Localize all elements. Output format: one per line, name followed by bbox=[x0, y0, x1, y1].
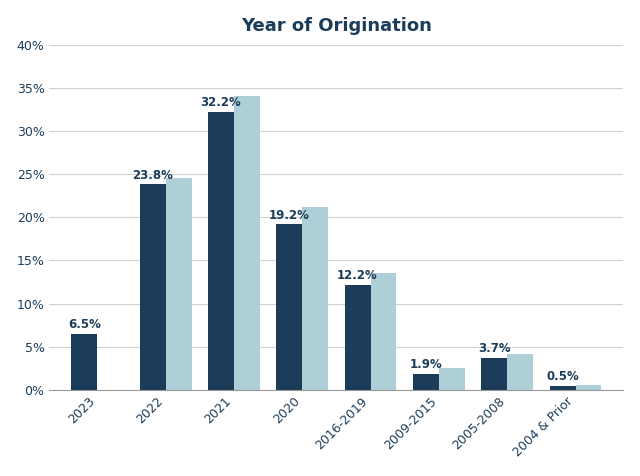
Bar bbox=[371, 273, 397, 390]
Text: 23.8%: 23.8% bbox=[132, 169, 173, 182]
Bar bbox=[234, 96, 260, 390]
Bar bbox=[302, 207, 328, 390]
Bar bbox=[166, 178, 191, 390]
Bar bbox=[276, 224, 302, 390]
Bar bbox=[140, 185, 166, 390]
Text: 19.2%: 19.2% bbox=[269, 208, 310, 222]
Text: 0.5%: 0.5% bbox=[546, 370, 579, 383]
Text: 32.2%: 32.2% bbox=[200, 96, 241, 109]
Text: 3.7%: 3.7% bbox=[478, 343, 511, 356]
Bar bbox=[550, 386, 575, 390]
Bar bbox=[481, 358, 507, 390]
Bar bbox=[507, 354, 533, 390]
Text: 6.5%: 6.5% bbox=[68, 318, 100, 331]
Bar bbox=[344, 285, 371, 390]
Bar bbox=[71, 334, 97, 390]
Bar bbox=[575, 385, 602, 390]
Bar bbox=[208, 112, 234, 390]
Bar bbox=[439, 368, 465, 390]
Text: 1.9%: 1.9% bbox=[410, 358, 442, 371]
Title: Year of Origination: Year of Origination bbox=[241, 17, 432, 35]
Bar bbox=[413, 374, 439, 390]
Text: 12.2%: 12.2% bbox=[337, 269, 378, 282]
